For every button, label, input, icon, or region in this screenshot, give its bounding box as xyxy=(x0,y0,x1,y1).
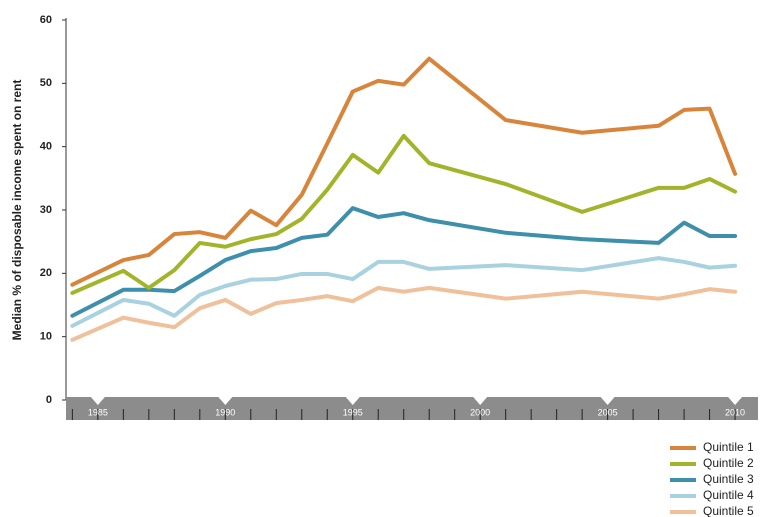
y-tick-label: 60 xyxy=(40,14,52,26)
series-line xyxy=(70,133,738,295)
legend-label: Quintile 3 xyxy=(703,472,754,486)
x-tick-label: 1985 xyxy=(88,407,108,417)
y-tick-label: 30 xyxy=(40,204,52,216)
x-major-tick xyxy=(728,397,743,405)
y-tick-label: 20 xyxy=(40,267,52,279)
series-line xyxy=(70,285,738,342)
x-axis-band xyxy=(66,397,758,420)
x-major-tick xyxy=(473,397,488,405)
x-major-tick xyxy=(90,397,105,405)
y-tick-label: 40 xyxy=(40,141,52,153)
y-tick-label: 10 xyxy=(40,331,52,343)
x-tick-label: 1995 xyxy=(343,407,363,417)
y-tick-label: 0 xyxy=(46,394,52,406)
x-tick-label: 1990 xyxy=(215,407,235,417)
x-major-tick xyxy=(345,397,360,405)
legend-label: Quintile 1 xyxy=(703,440,754,454)
y-axis-label: Median % of disposable income spent on r… xyxy=(10,80,24,341)
x-tick-label: 2010 xyxy=(725,407,745,417)
series-line xyxy=(70,206,738,318)
x-major-tick xyxy=(218,397,233,405)
x-tick-label: 2005 xyxy=(598,407,618,417)
series-line xyxy=(70,56,738,287)
x-tick-label: 2000 xyxy=(470,407,490,417)
x-major-tick xyxy=(600,397,615,405)
legend-label: Quintile 4 xyxy=(703,488,754,502)
series-line xyxy=(70,256,738,328)
legend-label: Quintile 5 xyxy=(703,504,754,517)
legend-label: Quintile 2 xyxy=(703,456,754,470)
y-tick-label: 50 xyxy=(40,77,52,89)
